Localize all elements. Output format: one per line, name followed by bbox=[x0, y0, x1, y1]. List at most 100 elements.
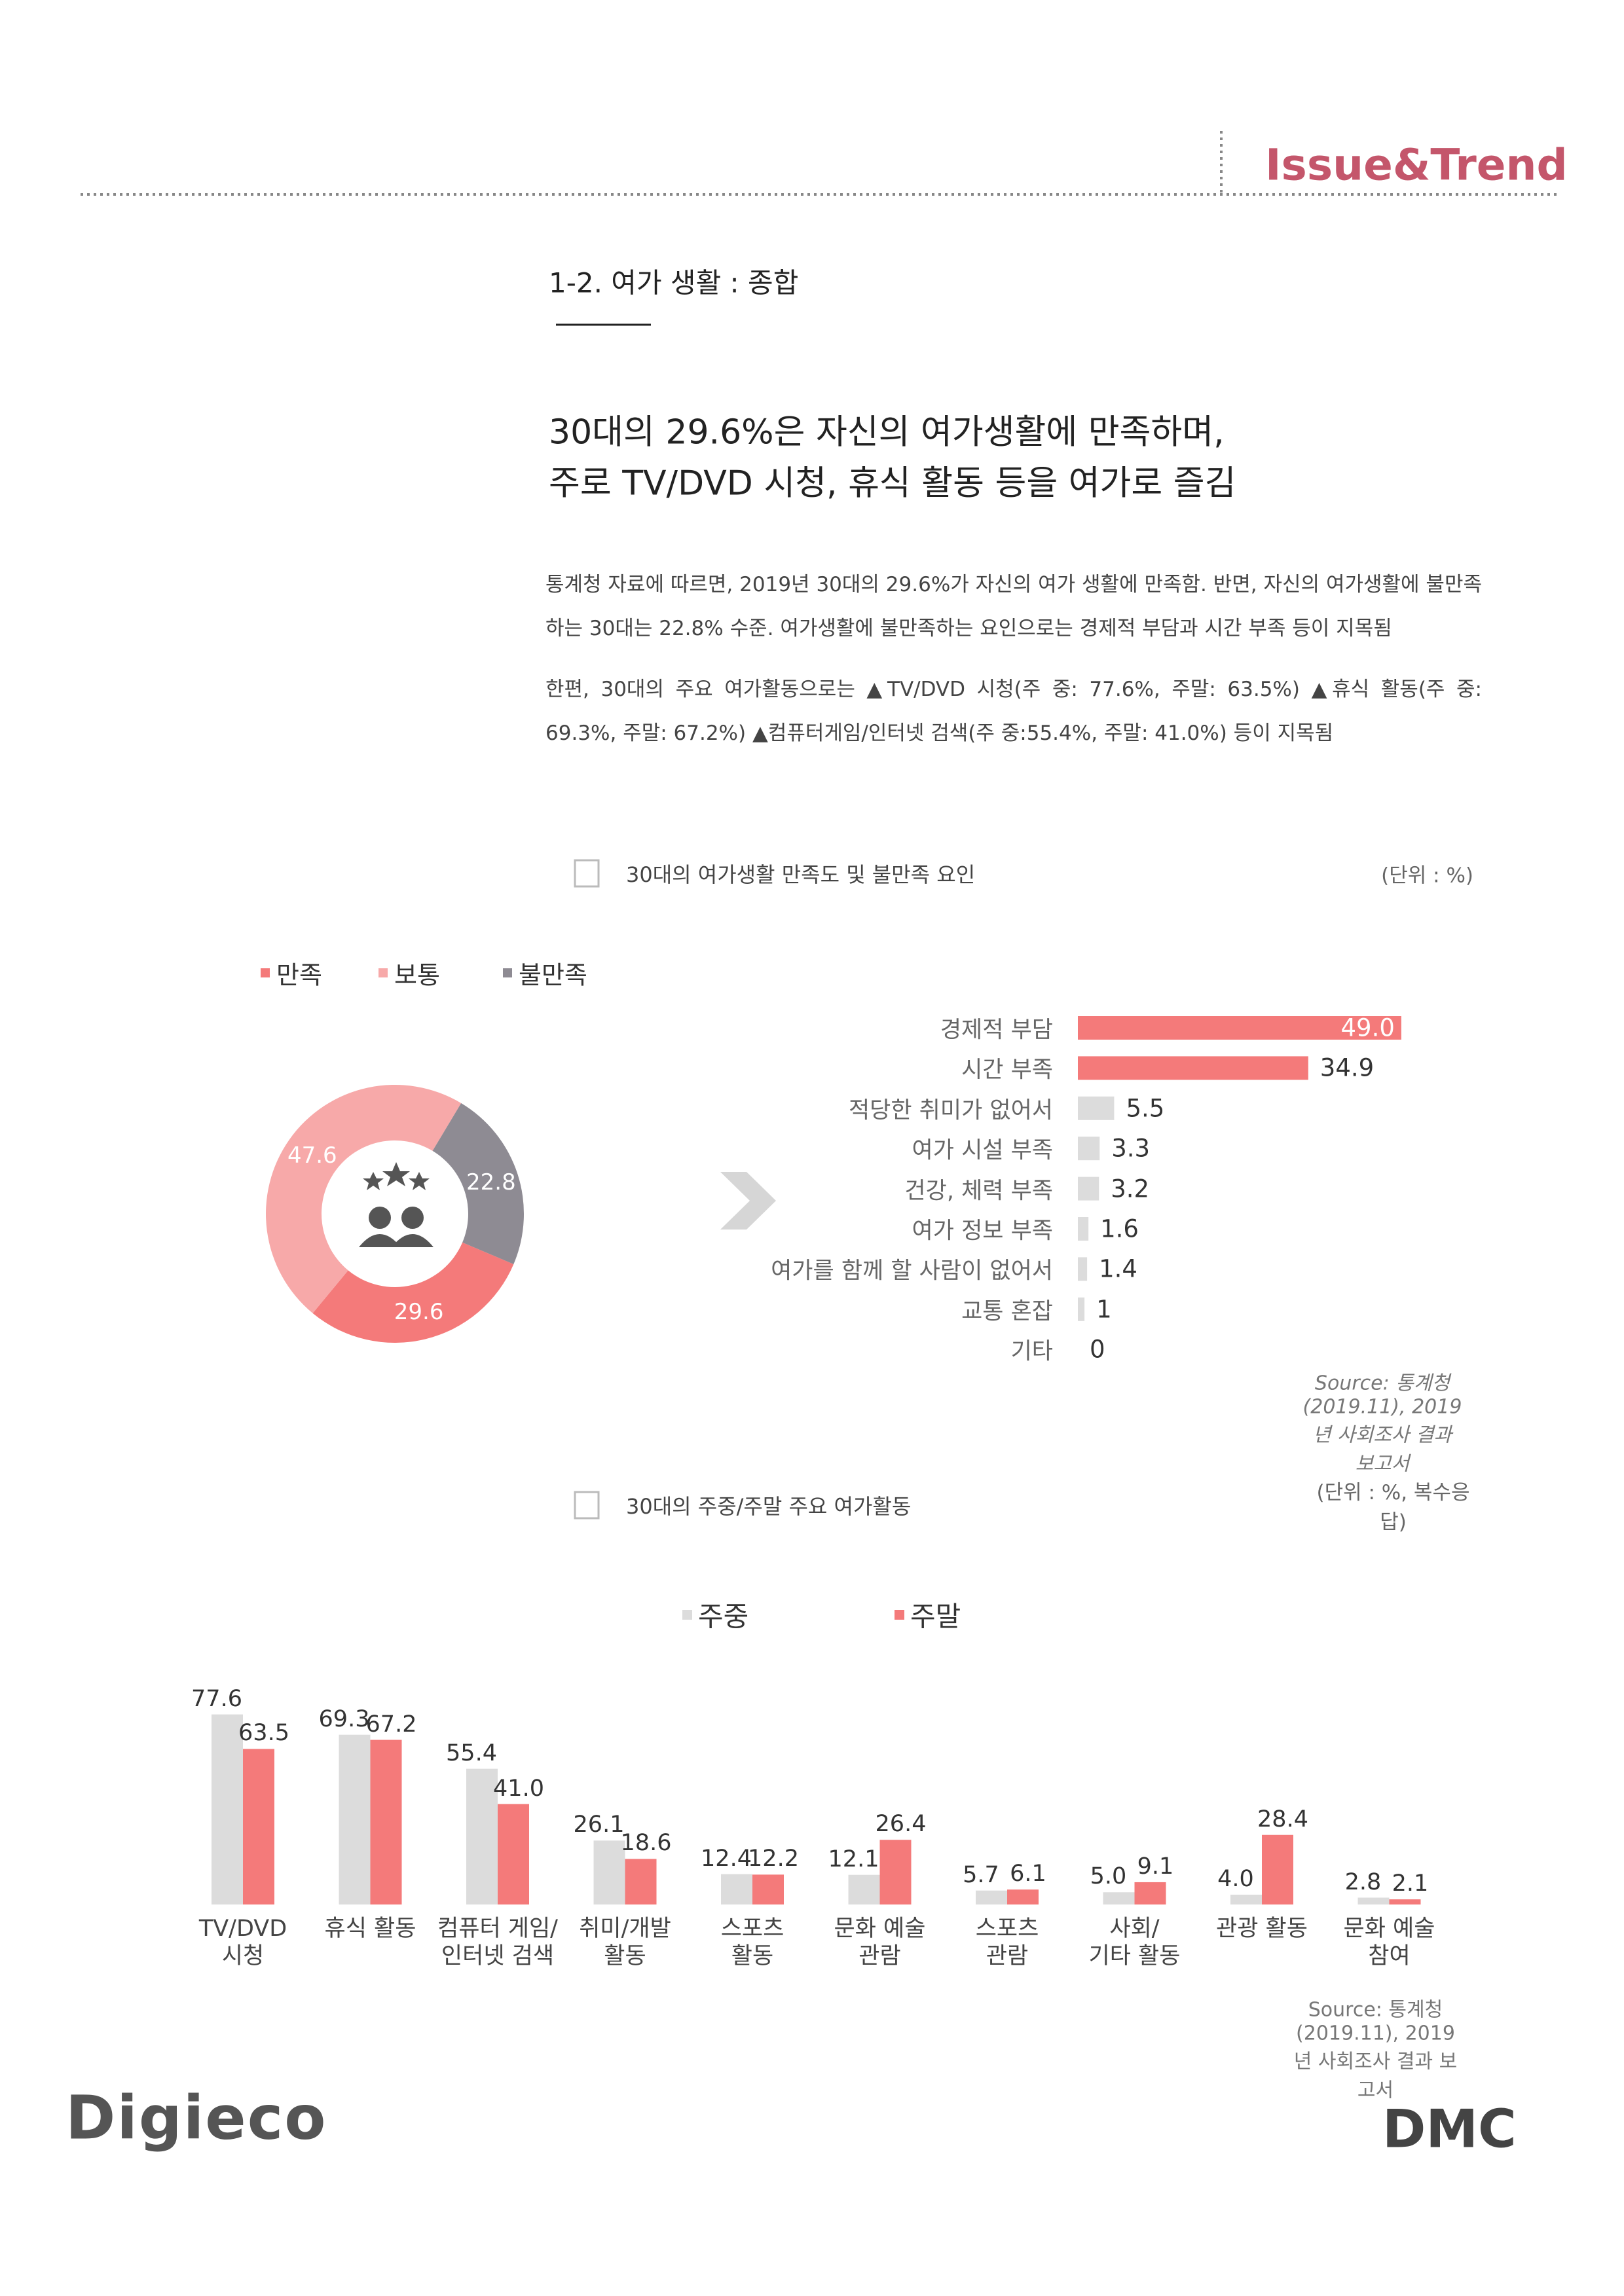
value-label: 2.8 bbox=[1344, 1868, 1382, 1895]
value-label: 26.4 bbox=[875, 1811, 927, 1838]
paragraph: 한편, 30대의 주요 여가활동으로는 ▲TV/DVD 시청(주 중: 77.6… bbox=[545, 678, 1482, 745]
bar bbox=[593, 1840, 625, 1904]
value-label: 77.6 bbox=[191, 1685, 242, 1712]
donut-slice bbox=[432, 1102, 524, 1264]
bar bbox=[243, 1749, 274, 1904]
category-label: 관광 활동 bbox=[1216, 1916, 1308, 1942]
value-label: 12.2 bbox=[748, 1846, 799, 1872]
value-label: 3.2 bbox=[1111, 1175, 1150, 1203]
bar bbox=[1078, 1137, 1100, 1161]
bar bbox=[498, 1804, 529, 1904]
chart-unit: (단위 : %) bbox=[1381, 864, 1473, 888]
source: Source: 통계청(2019.11), 2019년 사회조사 결과 보고서 bbox=[1302, 1372, 1462, 1476]
legend-swatch bbox=[261, 968, 270, 977]
value-label: 1.6 bbox=[1100, 1214, 1139, 1243]
bar bbox=[1389, 1899, 1421, 1904]
bar bbox=[1007, 1889, 1039, 1904]
value-label: 4.0 bbox=[1217, 1866, 1254, 1893]
chevron-arrow bbox=[720, 1172, 776, 1230]
value-label: 63.5 bbox=[238, 1720, 289, 1747]
category-label: TV/DVD 시청 bbox=[198, 1916, 287, 1969]
value-label: 12.4 bbox=[701, 1845, 752, 1872]
headline: 30대의 29.6%은 자신의 여가생활에 만족하며, bbox=[549, 412, 1225, 452]
value-label: 28.4 bbox=[1257, 1806, 1308, 1832]
bar bbox=[1078, 1297, 1085, 1321]
chart-title: 30대의 여가생활 만족도 및 불만족 요인 bbox=[626, 862, 976, 887]
category-label: 여가를 함께 할 사람이 없어서 bbox=[771, 1258, 1053, 1285]
bar bbox=[1357, 1897, 1390, 1904]
bar bbox=[1078, 1096, 1115, 1120]
source: Source: 통계청(2019.11), 2019년 사회조사 결과 보고서 bbox=[1293, 1998, 1458, 2102]
value-label: 12.1 bbox=[828, 1846, 879, 1872]
bar bbox=[339, 1734, 371, 1904]
bar bbox=[848, 1874, 880, 1904]
value-label: 55.4 bbox=[446, 1740, 497, 1766]
logo: DMC bbox=[1382, 2098, 1517, 2160]
legend-swatch bbox=[378, 968, 388, 977]
donut-slice bbox=[265, 1084, 462, 1313]
bar bbox=[625, 1859, 657, 1904]
value-label: 18.6 bbox=[620, 1830, 672, 1857]
bar bbox=[1230, 1895, 1262, 1904]
bar bbox=[1078, 1016, 1401, 1040]
bar bbox=[1262, 1834, 1293, 1904]
center-icon bbox=[359, 1162, 434, 1247]
value-label: 1 bbox=[1096, 1295, 1112, 1324]
slice-label: 22.8 bbox=[466, 1169, 516, 1196]
slice-label: 47.6 bbox=[287, 1142, 337, 1169]
bar bbox=[370, 1740, 402, 1904]
bar bbox=[752, 1874, 784, 1904]
title-icon bbox=[574, 859, 600, 888]
category-label: 기타 bbox=[1010, 1338, 1053, 1365]
category-label: 교통 혼잡 bbox=[961, 1298, 1053, 1325]
legend-label: 만족 bbox=[276, 960, 322, 990]
value-label: 9.1 bbox=[1137, 1853, 1174, 1880]
value-label: 2.1 bbox=[1392, 1870, 1429, 1897]
value-label: 0 bbox=[1090, 1335, 1105, 1364]
bar bbox=[1078, 1056, 1308, 1080]
donut-slice bbox=[312, 1242, 514, 1343]
slice-label: 29.6 bbox=[394, 1299, 444, 1326]
category-label: 휴식 활동 bbox=[324, 1916, 416, 1942]
bar bbox=[1078, 1257, 1088, 1281]
bar bbox=[879, 1840, 912, 1904]
legend-label: 불만족 bbox=[519, 960, 587, 990]
category-label: 경제적 부담 bbox=[940, 1017, 1053, 1044]
value-label: 26.1 bbox=[573, 1812, 625, 1838]
category-label: 적당한 취미가 없어서 bbox=[848, 1097, 1053, 1124]
value-label: 69.3 bbox=[318, 1705, 370, 1732]
legend-swatch bbox=[682, 1610, 692, 1620]
category-label: 컴퓨터 게임/ 인터넷 검색 bbox=[437, 1916, 558, 1969]
headline: 주로 TV/DVD 시청, 휴식 활동 등을 여가로 즐김 bbox=[549, 464, 1236, 503]
legend-label: 주말 bbox=[910, 1600, 961, 1633]
value-label: 5.0 bbox=[1090, 1863, 1127, 1890]
category-label: 문화 예술 참여 bbox=[1343, 1916, 1435, 1969]
value-label: 1.4 bbox=[1099, 1254, 1137, 1283]
bar bbox=[721, 1874, 752, 1904]
value-label: 49.0 bbox=[1340, 1013, 1395, 1042]
legend-label: 보통 bbox=[394, 960, 440, 990]
legend-label: 주중 bbox=[698, 1600, 749, 1633]
category-label: 여가 시설 부족 bbox=[912, 1137, 1053, 1164]
chart-unit: (단위 : %, 복수응답) bbox=[1316, 1481, 1470, 1534]
bar bbox=[212, 1714, 243, 1904]
bar bbox=[1078, 1217, 1089, 1241]
logo: Digieco bbox=[65, 2083, 327, 2153]
category-label: 시간 부족 bbox=[961, 1057, 1053, 1084]
category-label: 여가 정보 부족 bbox=[912, 1218, 1053, 1245]
category-label: 사회/ 기타 활동 bbox=[1088, 1916, 1181, 1969]
bar bbox=[1078, 1176, 1099, 1201]
legend-swatch bbox=[503, 968, 512, 977]
bar bbox=[466, 1768, 498, 1904]
title-icon bbox=[574, 1491, 600, 1520]
category-label: 스포츠 관람 bbox=[975, 1916, 1039, 1969]
value-label: 34.9 bbox=[1320, 1053, 1375, 1082]
bar bbox=[976, 1890, 1007, 1904]
category-label: 건강, 체력 부족 bbox=[904, 1178, 1053, 1205]
category-label: 스포츠 활동 bbox=[720, 1916, 784, 1969]
chart-title: 30대의 주중/주말 주요 여가활동 bbox=[626, 1494, 912, 1519]
value-label: 5.7 bbox=[963, 1861, 999, 1888]
bar bbox=[1103, 1892, 1135, 1904]
